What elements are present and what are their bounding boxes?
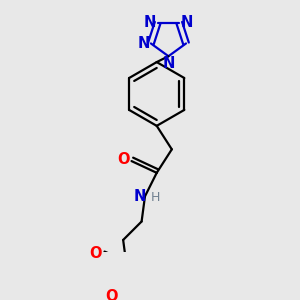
Text: N: N xyxy=(134,189,146,204)
Text: N: N xyxy=(144,15,156,30)
Text: N: N xyxy=(181,15,193,30)
Text: O: O xyxy=(105,289,118,300)
Text: H: H xyxy=(150,191,160,205)
Text: N: N xyxy=(137,36,149,51)
Text: O: O xyxy=(118,152,130,167)
Text: O: O xyxy=(89,246,102,261)
Text: N: N xyxy=(162,56,175,71)
